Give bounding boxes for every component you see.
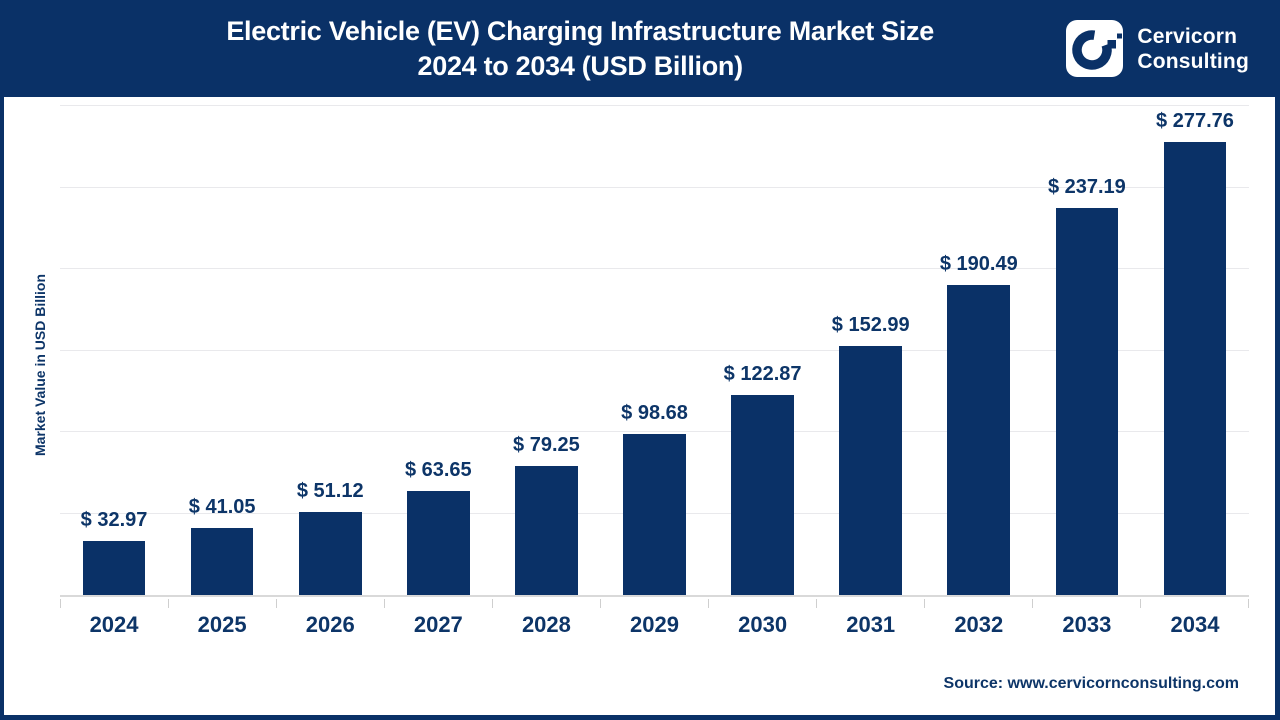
x-axis-tick [925,599,1033,608]
bar-column: $ 237.19 [1033,108,1141,595]
x-axis-label: 2026 [305,612,355,637]
x-axis-labels: 2024 2025 2026 2027 2028 2029 2030 2031 2032 2033… [60,612,1249,638]
x-axis-tick [493,599,601,608]
x-axis-label: 2032 [954,612,1004,637]
x-axis-tick [601,599,709,608]
gridline [60,268,1249,269]
gridline [60,186,1249,188]
bar [839,345,903,595]
bar-series: $ 32.97 $ 41.05 $ 51.12 $ 63.65 $ 79.25 $ 98.… [60,108,1249,595]
bar-value-label: $ 41.05 [188,496,256,519]
x-axis-tick [169,599,277,608]
x-axis-label: 2031 [846,612,896,637]
brand-name-line1: Cervicorn [1137,24,1238,48]
x-axis-label: 2029 [630,612,679,637]
bar-value-label: $ 277.76 [1156,110,1234,133]
bar [406,491,470,595]
x-axis-tick [817,599,925,608]
bar-value-label: $ 152.99 [831,313,910,336]
bar [298,511,362,595]
bar [82,541,146,595]
gridline [60,431,1249,432]
bar-column: $ 190.49 [925,108,1033,595]
plot-area: $ 32.97 $ 41.05 $ 51.12 $ 63.65 $ 79.25 $ 98.… [60,105,1249,597]
x-axis-tick [60,599,169,608]
bar-column: $ 122.87 [709,108,817,595]
bar [947,284,1011,595]
chart-title-line1: Electric Vehicle (EV) Charging Infrastru… [226,15,934,46]
bar [190,528,254,595]
x-axis-label: 2025 [197,612,247,637]
cervicorn-logo-icon [1066,20,1124,77]
x-axis-label: 2028 [521,612,571,637]
bar-column: $ 51.12 [276,108,384,595]
bar-column: $ 63.65 [384,108,492,595]
bar [515,465,578,595]
x-axis-tick [709,599,817,608]
x-axis-tick [277,599,385,608]
chart-area: Market Value in USD Billion $ 32.97 $ 41.… [4,97,1275,715]
bar [1055,208,1119,595]
brand: Cervicorn Consulting [1066,20,1275,77]
bar-value-label: $ 98.68 [621,402,688,425]
bar-column: $ 98.68 [600,108,708,595]
bar [623,434,686,595]
bar-value-label: $ 32.97 [80,509,148,532]
bar-value-label: $ 237.19 [1047,176,1126,199]
gridline [60,349,1249,351]
x-axis-tick [1033,599,1141,608]
bar [731,394,794,595]
gridline [60,105,1249,106]
bar-value-label: $ 79.25 [513,433,580,456]
brand-name-line2: Consulting [1137,49,1249,73]
brand-name: Cervicorn Consulting [1137,24,1249,74]
x-axis-label: 2033 [1062,612,1112,637]
x-axis-tick [385,599,493,608]
header: Electric Vehicle (EV) Charging Infrastru… [4,0,1275,97]
x-axis-label: 2034 [1170,612,1220,637]
bar-column: $ 277.76 [1141,108,1249,595]
bar-column: $ 41.05 [168,108,276,595]
bar-value-label: $ 122.87 [723,362,802,385]
chart-title: Electric Vehicle (EV) Charging Infrastru… [94,14,1066,84]
y-axis-title: Market Value in USD Billion [32,273,48,457]
bar-column: $ 152.99 [817,108,925,595]
x-axis-ticks [60,599,1249,608]
bar-column: $ 32.97 [60,108,168,595]
x-axis-label: 2024 [89,612,139,637]
x-axis-tick [1141,599,1249,608]
chart-title-line2: 2024 to 2034 (USD Billion) [417,50,744,81]
x-axis-label: 2027 [413,612,463,637]
x-axis-label: 2030 [738,612,788,637]
bar-value-label: $ 51.12 [296,479,364,502]
bar [1163,142,1227,595]
bar-value-label: $ 190.49 [939,252,1018,275]
source-note: Source: www.cervicornconsulting.com [943,675,1239,692]
bar-value-label: $ 63.65 [404,459,472,482]
bar-column: $ 79.25 [492,108,600,595]
